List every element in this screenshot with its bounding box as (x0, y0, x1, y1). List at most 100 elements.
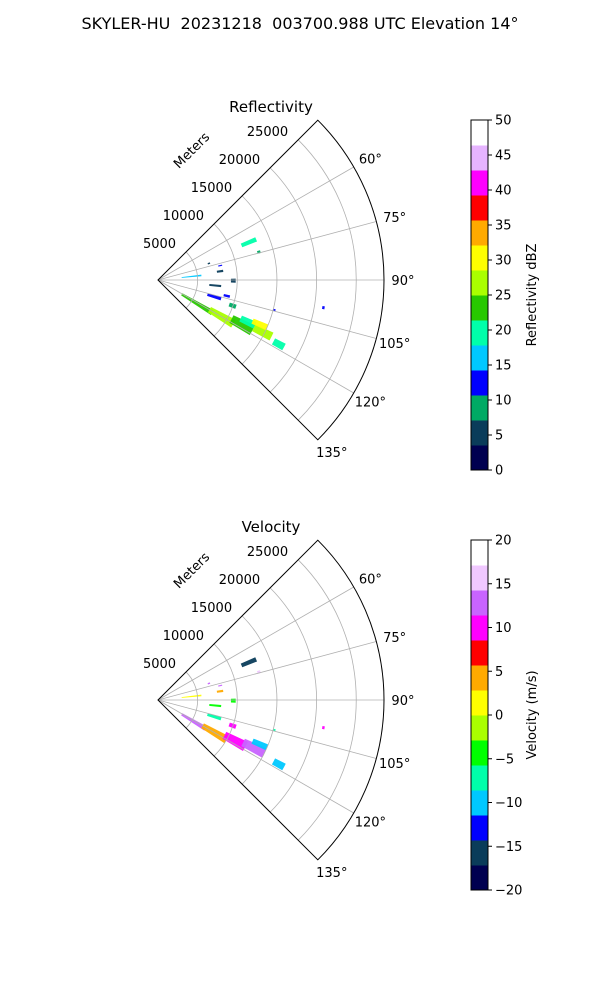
echo-cell (230, 698, 236, 703)
range-tick-label: 15000 (191, 601, 232, 616)
colorbar-segment (471, 170, 488, 196)
colorbar-tick-label: 10 (495, 621, 512, 636)
colorbar-segment (471, 865, 488, 891)
colorbar-segment (471, 540, 488, 566)
colorbar-segment (471, 245, 488, 271)
echo-cell (240, 237, 258, 248)
azimuth-tick-label: 105° (379, 337, 410, 352)
azimuth-tick-label: 60° (359, 153, 382, 168)
echo-cell (218, 264, 223, 267)
echo-cell (241, 738, 267, 758)
echo-cell (218, 684, 223, 687)
azimuth-tick-label: 60° (359, 573, 382, 588)
echo-cell (223, 294, 231, 298)
azimuth-spoke (157, 279, 377, 339)
echo-cell (207, 682, 211, 685)
azimuth-tick-label: 135° (316, 446, 347, 461)
colorbar-segment (471, 145, 488, 171)
echo-cell (181, 274, 202, 278)
echo-cell (252, 324, 274, 341)
echo-cell (181, 713, 207, 731)
colorbar-segment (471, 615, 488, 641)
azimuth-spoke (157, 586, 354, 701)
colorbar-tick-label: 50 (495, 114, 512, 129)
echo-layer (181, 657, 325, 771)
range-tick-label: 25000 (247, 545, 288, 560)
colorbar-segment (471, 195, 488, 221)
reflectivity-panel: Reflectivity 5000 10000 15000 20000 25000 Mete… (143, 98, 540, 479)
echo-cell (216, 689, 224, 693)
colorbar-tick-label: −20 (495, 884, 522, 899)
azimuth-spoke (157, 279, 354, 394)
colorbar: 0 5 10 15 20 25 30 35 40 45 50 Reflectivity dBZ (470, 114, 540, 479)
azimuth-tick-label: 135° (316, 866, 347, 881)
range-tick-label: 5000 (143, 657, 176, 672)
colorbar: −20 −15 −10 −5 0 5 10 15 20 Velocity (m/s) (470, 534, 540, 899)
colorbar-segment (471, 320, 488, 346)
velocity-panel: Velocity 5000 10000 15000 20000 25000 Meters 60… (143, 518, 540, 899)
echo-cell (207, 262, 211, 265)
echo-cell (240, 657, 258, 668)
colorbar-segment (471, 220, 488, 246)
colorbar-segment (471, 270, 488, 296)
panel-title: Reflectivity (229, 98, 313, 116)
colorbar-segment (471, 445, 488, 471)
colorbar-label: Velocity (m/s) (525, 670, 540, 759)
colorbar-segment (471, 565, 488, 591)
sector-frame (157, 539, 385, 861)
colorbar-segment (471, 815, 488, 841)
azimuth-spoke (157, 221, 377, 281)
azimuth-spoke (157, 166, 354, 281)
colorbar-tick-label: −5 (495, 752, 514, 767)
echo-cell (271, 758, 286, 771)
figure-title: SKYLER-HU 20231218 003700.988 UTC Elevat… (81, 14, 519, 33)
colorbar-label: Reflectivity dBZ (525, 244, 540, 347)
colorbar-tick-label: 20 (495, 324, 512, 339)
echo-cell (230, 278, 236, 283)
azimuth-spoke (157, 699, 377, 759)
colorbar-segment (471, 420, 488, 446)
colorbar-tick-label: 40 (495, 184, 512, 199)
colorbar-segment (471, 640, 488, 666)
echo-cell (321, 306, 325, 310)
range-tick-label: 20000 (219, 153, 260, 168)
echo-cell (207, 713, 222, 721)
azimuth-spoke (157, 641, 377, 701)
colorbar-segment (471, 120, 488, 146)
echo-cell (251, 318, 269, 331)
echo-cell (321, 726, 325, 730)
colorbar-tick-label: 15 (495, 577, 512, 592)
colorbar-segment (471, 395, 488, 421)
echo-cell (209, 284, 222, 288)
colorbar-segment (471, 295, 488, 321)
azimuth-tick-label: 90° (391, 694, 414, 709)
colorbar-segment (471, 740, 488, 766)
azimuth-tick-label: 75° (383, 631, 406, 646)
azimuth-spoke (157, 699, 354, 814)
azimuth-tick-label: 120° (355, 815, 386, 830)
colorbar-segment (471, 345, 488, 371)
azimuth-tick-label: 120° (355, 395, 386, 410)
colorbar-tick-label: 0 (495, 464, 503, 479)
panel-title: Velocity (242, 518, 301, 536)
colorbar-tick-label: 5 (495, 665, 503, 680)
colorbar-segment (471, 370, 488, 396)
range-tick-label: 10000 (163, 209, 204, 224)
colorbar-segment (471, 840, 488, 866)
colorbar-tick-label: 45 (495, 149, 512, 164)
colorbar-tick-label: 25 (495, 289, 512, 304)
azimuth-tick-label: 90° (391, 274, 414, 289)
echo-cell (209, 704, 222, 708)
colorbar-segment (471, 665, 488, 691)
colorbar-tick-label: −15 (495, 840, 522, 855)
colorbar-tick-label: 20 (495, 534, 512, 549)
range-tick-label: 5000 (143, 237, 176, 252)
colorbar-tick-label: 35 (495, 219, 512, 234)
echo-cell (251, 738, 269, 751)
range-tick-label: 10000 (163, 629, 204, 644)
range-tick-label: 15000 (191, 181, 232, 196)
colorbar-tick-label: 15 (495, 359, 512, 374)
colorbar-segment (471, 590, 488, 616)
echo-cell (207, 293, 222, 301)
